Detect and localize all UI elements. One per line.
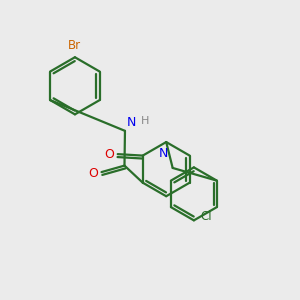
Text: Cl: Cl <box>201 210 212 223</box>
Text: O: O <box>104 148 114 160</box>
Text: Br: Br <box>68 39 82 52</box>
Text: H: H <box>141 116 149 126</box>
Text: N: N <box>159 147 169 160</box>
Text: N: N <box>126 116 136 129</box>
Text: O: O <box>89 167 99 180</box>
